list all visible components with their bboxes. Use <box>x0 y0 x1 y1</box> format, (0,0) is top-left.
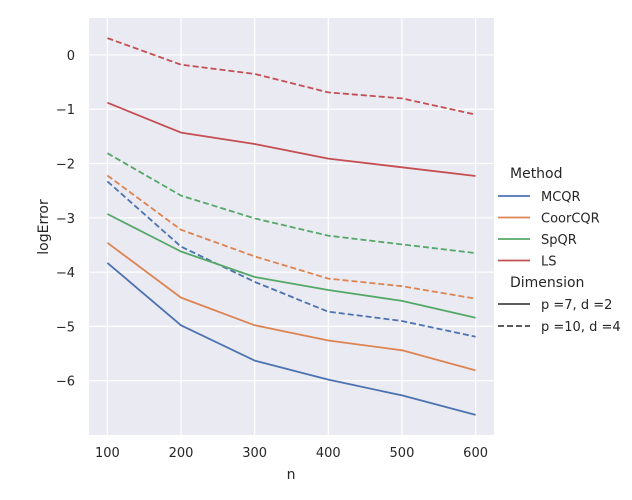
legend-label-ls: LS <box>541 255 557 270</box>
legend-label-dimension-solid: p =7, d =2 <box>541 298 612 313</box>
series-line-ls-dashed <box>107 37 476 116</box>
x-tick-label: 500 <box>390 446 415 461</box>
series-line-mcqr-dashed <box>106 180 476 338</box>
y-tick-label: −3 <box>56 212 75 227</box>
series-lines <box>106 37 476 416</box>
series-line-spqr-dashed <box>106 152 476 254</box>
legend-label-coorcqr: CoorCQR <box>541 212 600 227</box>
grid <box>89 18 494 435</box>
series-line-coorcqr-solid <box>106 242 476 372</box>
series-line-ls-solid <box>107 101 476 177</box>
legend-label-mcqr: MCQR <box>541 190 581 205</box>
y-tick-label: −5 <box>56 320 75 335</box>
y-axis-label: logError <box>36 199 52 255</box>
x-tick-label: 600 <box>463 446 488 461</box>
legend-label-spqr: SpQR <box>541 233 577 248</box>
y-tick-label: −1 <box>56 103 75 118</box>
legend: Method Dimension MCQR CoorCQR SpQR LS p =7, … <box>498 166 621 335</box>
y-tick-label: 0 <box>67 49 75 64</box>
x-tick-label: 300 <box>242 446 267 461</box>
legend-title-method: Method <box>510 166 563 182</box>
x-axis-label: n <box>287 467 296 483</box>
y-tick-label: −2 <box>56 158 75 173</box>
x-tick-label: 100 <box>95 446 120 461</box>
series-line-mcqr-solid <box>106 262 476 416</box>
x-tick-label: 200 <box>169 446 194 461</box>
series-line-coorcqr-dashed <box>106 174 476 300</box>
x-tick-label: 400 <box>316 446 341 461</box>
y-tick-label: −6 <box>56 375 75 390</box>
series-line-spqr-solid <box>106 213 476 319</box>
legend-label-dimension-dashed: p =10, d =4 <box>541 320 621 335</box>
tick-labels: 100 200 300 400 500 600 0 −1 −2 −3 −4 −5 −6 <box>56 49 488 461</box>
legend-title-dimension: Dimension <box>510 275 584 291</box>
y-tick-label: −4 <box>56 266 75 281</box>
